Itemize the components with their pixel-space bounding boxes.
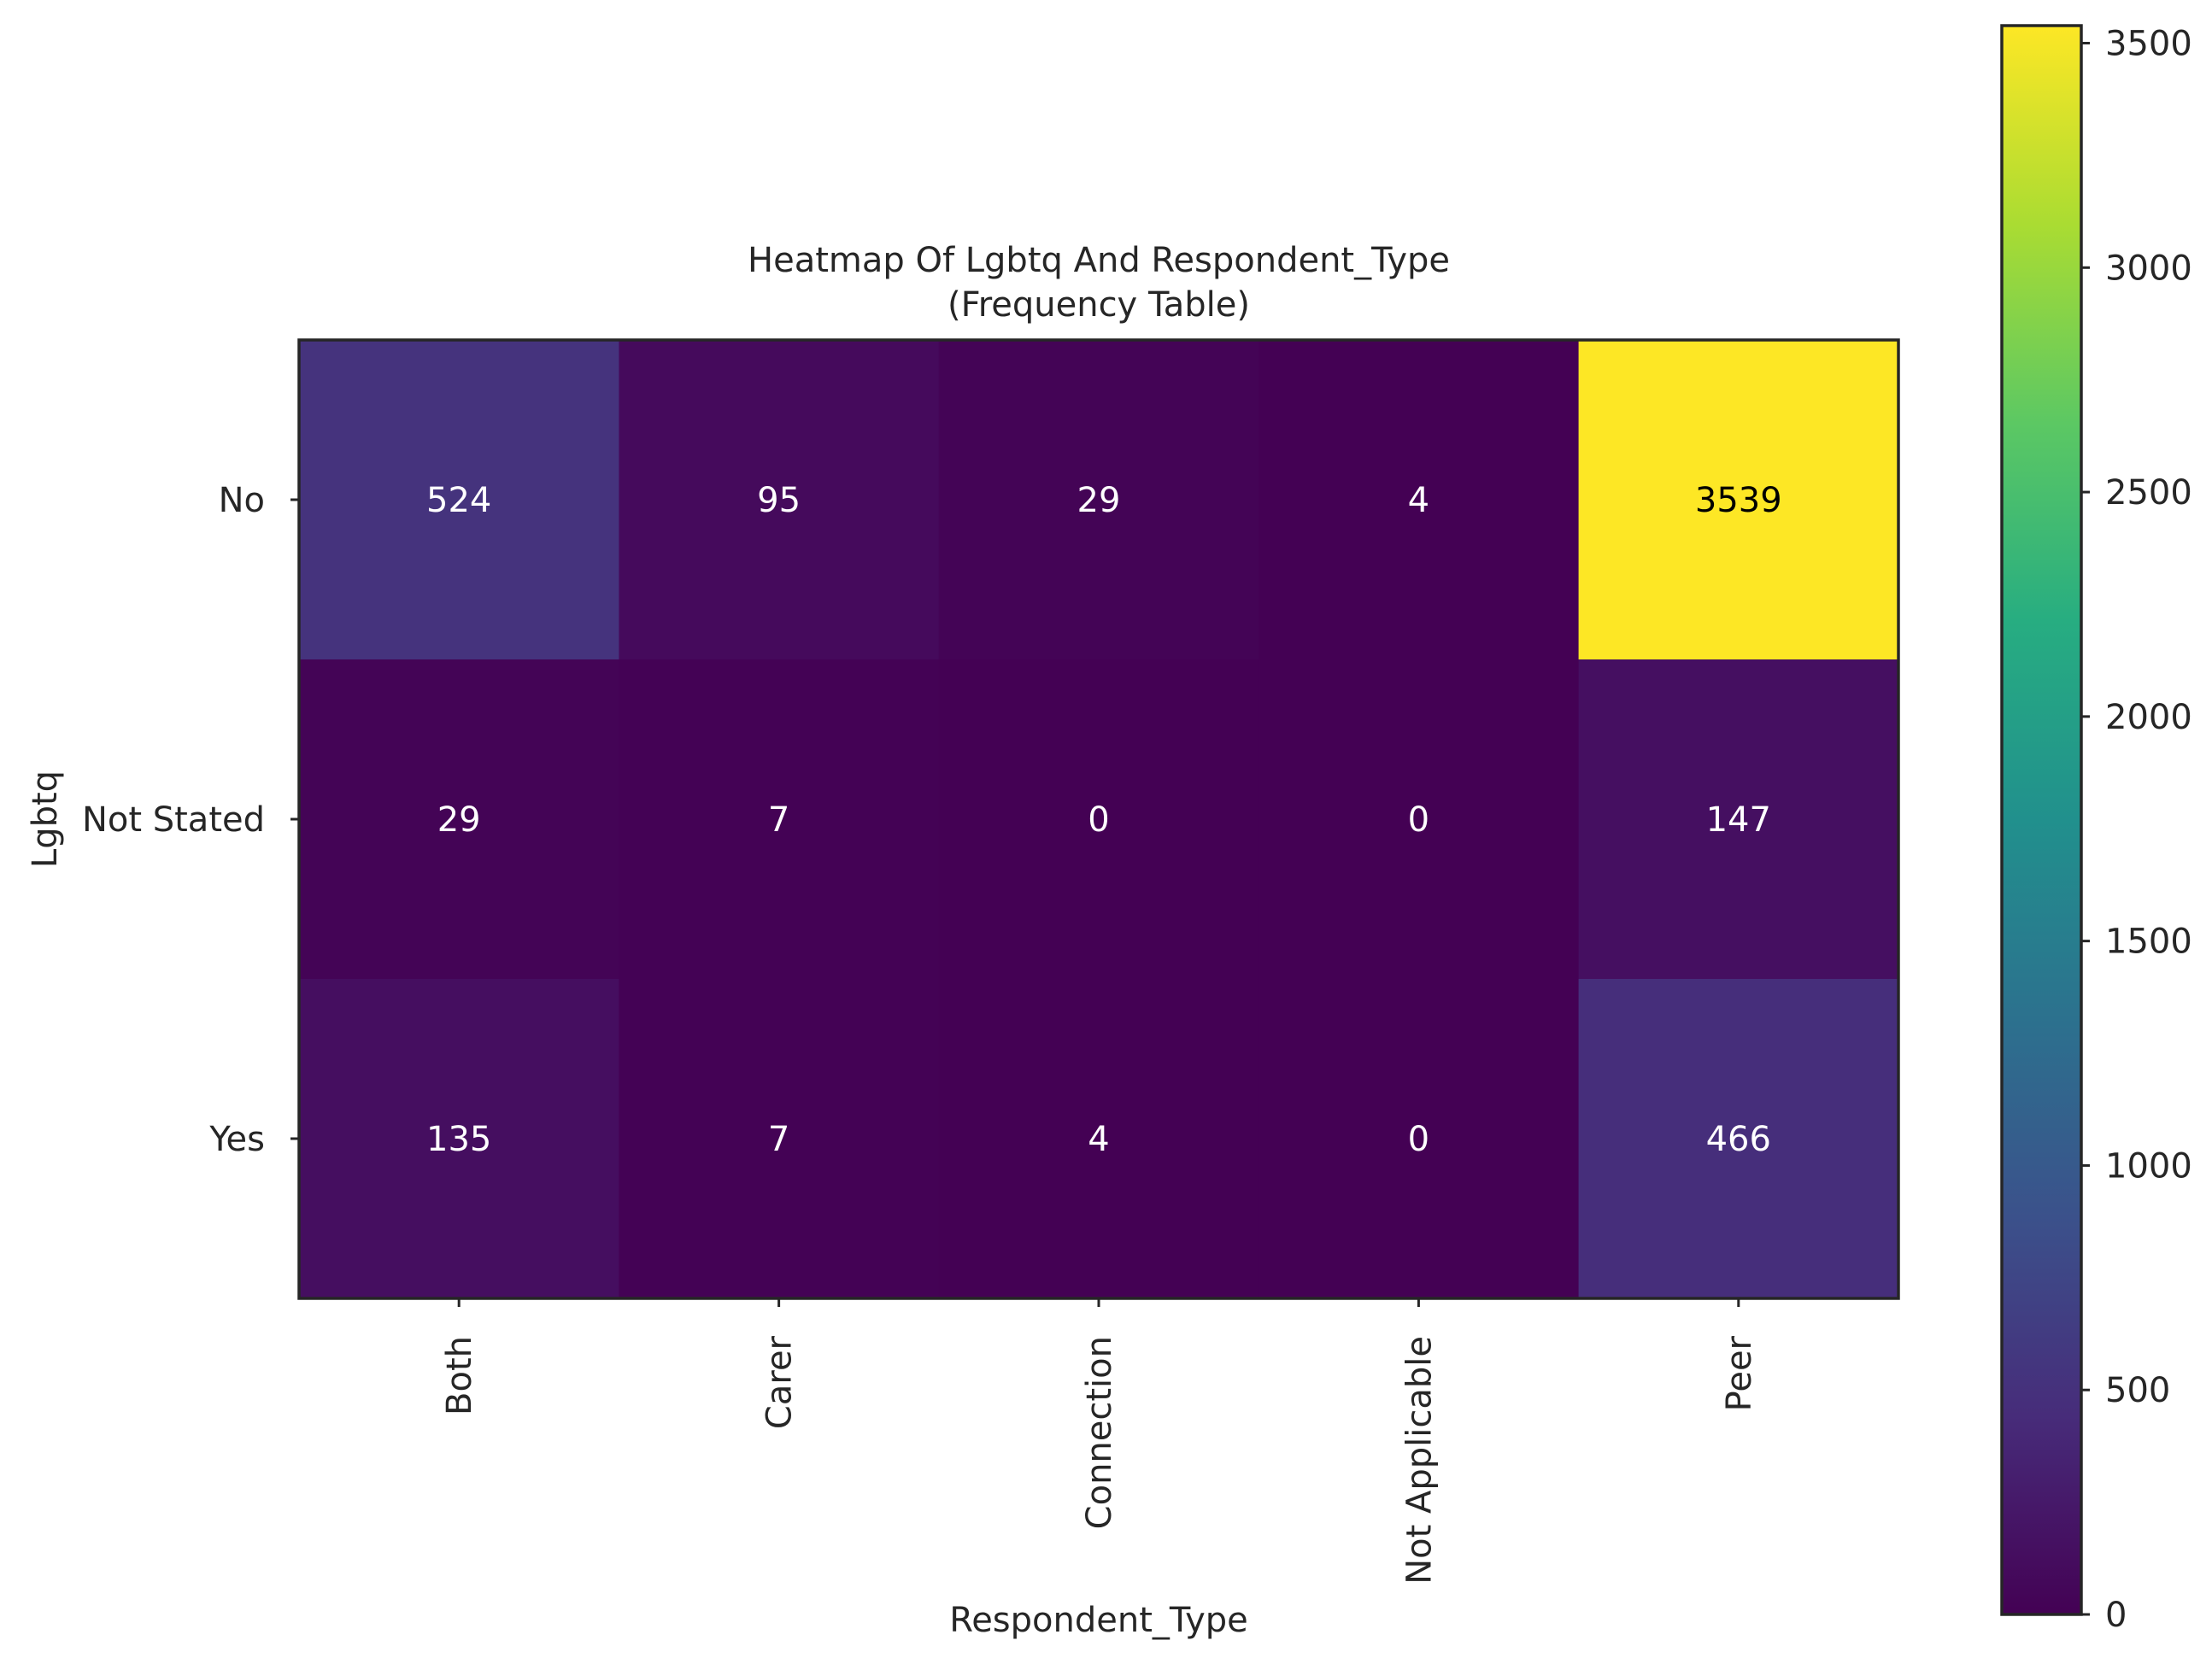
cell-value-label: 135	[426, 1120, 491, 1159]
x-axis-ticks: Both Carer Connection Not Applicable Peer	[440, 1298, 1759, 1585]
cell-value-label: 3539	[1695, 481, 1782, 520]
y-tick-label: Yes	[208, 1120, 265, 1159]
cell-value-label: 0	[1408, 800, 1429, 840]
heatmap-cell	[619, 340, 940, 660]
heatmap-cell	[1578, 659, 1899, 980]
colorbar: 0 500 1000 1500 2000 2500 3000 3500	[2000, 24, 2192, 1635]
colorbar-gradient	[2002, 26, 2081, 1614]
x-axis-label: Respondent_Type	[949, 1601, 1248, 1640]
colorbar-tick-label: 3000	[2105, 249, 2192, 288]
cell-value-label: 524	[426, 481, 491, 520]
colorbar-tick-label: 3500	[2105, 24, 2192, 63]
cell-value-label: 7	[768, 800, 789, 840]
x-tick-label: Connection	[1080, 1336, 1119, 1529]
x-tick-label: Carer	[760, 1335, 800, 1429]
heatmap-cell	[619, 979, 940, 1299]
heatmap-cell	[1259, 340, 1580, 660]
heatmap-cell	[1578, 979, 1899, 1299]
cell-value-label: 0	[1088, 800, 1109, 840]
y-tick-label: No	[219, 481, 265, 520]
heatmap-cell	[1578, 340, 1899, 660]
colorbar-ticks: 0 500 1000 1500 2000 2500 3000 3500	[2081, 24, 2192, 1635]
heatmap-cell	[938, 979, 1259, 1299]
chart-subtitle: (Frequency Table)	[948, 285, 1250, 325]
colorbar-tick-label: 2500	[2105, 473, 2192, 513]
heatmap-cell	[299, 659, 619, 980]
cell-value-label: 7	[768, 1120, 789, 1159]
colorbar-tick-label: 2000	[2105, 698, 2192, 737]
x-tick-label: Both	[440, 1336, 479, 1415]
heatmap-cell	[1259, 979, 1580, 1299]
cell-value-label: 466	[1706, 1120, 1771, 1159]
colorbar-tick-label: 1000	[2105, 1146, 2192, 1186]
cell-value-label: 0	[1408, 1120, 1429, 1159]
y-axis-ticks: No Not Stated Yes	[82, 481, 299, 1159]
heatmap-cell-labels: 524 95 29 4 3539 29 7 0 0 147 135 7 4 0 466	[426, 481, 1782, 1159]
heatmap-cell	[299, 340, 619, 660]
cell-value-label: 4	[1408, 481, 1429, 520]
cell-value-label: 95	[757, 481, 801, 520]
heatmap-cell	[1259, 659, 1580, 980]
chart-title: Heatmap Of Lgbtq And Respondent_Type	[748, 241, 1450, 280]
heatmap-cell	[299, 979, 619, 1299]
heatmap-cell	[619, 659, 940, 980]
heatmap-cell	[938, 659, 1259, 980]
chart-title-group: Heatmap Of Lgbtq And Respondent_Type (Fr…	[748, 241, 1450, 325]
heatmap-cells	[299, 340, 1899, 1299]
colorbar-tick-label: 1500	[2105, 923, 2192, 962]
x-tick-label: Not Applicable	[1399, 1336, 1439, 1585]
y-axis-label: Lgbtq	[26, 770, 65, 868]
heatmap-cell	[938, 340, 1259, 660]
cell-value-label: 147	[1706, 800, 1771, 840]
cell-value-label: 29	[437, 800, 481, 840]
cell-value-label: 4	[1088, 1120, 1109, 1159]
y-tick-label: Not Stated	[82, 800, 265, 840]
colorbar-frame	[2000, 24, 2083, 1616]
x-tick-label: Peer	[1720, 1335, 1759, 1411]
colorbar-tick-label: 0	[2105, 1596, 2127, 1635]
colorbar-tick-label: 500	[2105, 1371, 2170, 1410]
cell-value-label: 29	[1077, 481, 1121, 520]
